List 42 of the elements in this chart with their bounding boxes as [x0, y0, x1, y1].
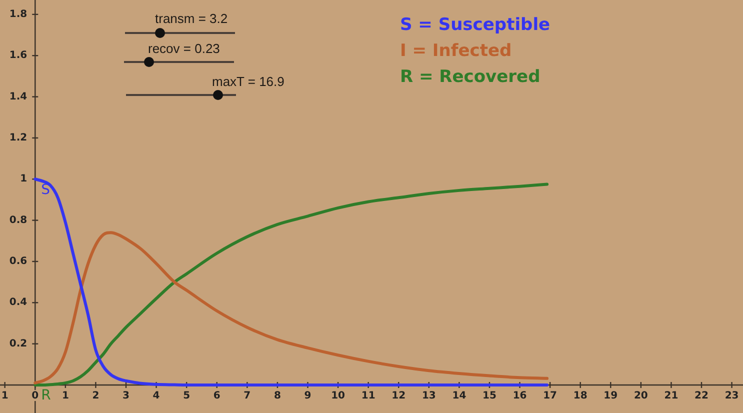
text: R = Recovered	[400, 66, 542, 89]
annotation: transm = 3.2	[155, 11, 228, 26]
x-tick-label: 1	[62, 390, 69, 402]
y-tick-label: 0.2	[9, 338, 28, 350]
y-tick-label: 0.4	[9, 297, 28, 308]
y-tick-label: 1.2	[9, 132, 28, 144]
x-tick-label: 0	[32, 390, 39, 402]
x-tick-label: 7	[244, 390, 251, 402]
x-tick-label: 23	[724, 390, 739, 402]
x-tick-label: 3	[122, 390, 130, 402]
x-tick-label: 4	[152, 390, 160, 402]
x-tick-label: 11	[361, 390, 376, 402]
annotation: maxT = 16.9	[212, 74, 284, 89]
x-tick-label: 16	[512, 390, 527, 402]
y-tick-label: 1	[20, 174, 28, 185]
y-tick-label: 0.6	[9, 256, 28, 268]
x-tick-label: 18	[573, 390, 588, 402]
x-tick-label: 15	[482, 390, 496, 402]
y-tick-label: 1.4	[9, 91, 28, 102]
text: I = Infected	[400, 40, 513, 63]
x-tick-label: 21	[664, 390, 678, 402]
x-tick-label: 10	[331, 390, 346, 402]
x-tick-label: 5	[183, 390, 190, 402]
x-tick-label: 14	[452, 390, 466, 402]
text: S = Susceptible	[400, 14, 550, 37]
y-tick-label: 1.6	[9, 50, 28, 62]
x-tick-label: 17	[543, 390, 558, 402]
line-series	[34, 231, 549, 384]
x-tick-label: 20	[634, 390, 648, 402]
y-tick-label: 0.8	[9, 214, 28, 226]
x-tick-label: 8	[274, 390, 281, 402]
x-tick-label: 9	[304, 390, 312, 402]
x-tick-label: 13	[422, 390, 436, 402]
x-tick-label: 1	[1, 390, 8, 402]
x-tick-label: 2	[92, 390, 100, 402]
x-tick-label: 19	[604, 390, 618, 402]
annotation: R	[41, 388, 52, 404]
y-tick-label: 1.8	[9, 9, 28, 20]
annotation: recov = 0.23	[148, 41, 220, 56]
x-tick-label: 12	[392, 390, 406, 402]
x-tick-label: 6	[213, 390, 220, 402]
x-tick-label: 22	[694, 390, 708, 402]
